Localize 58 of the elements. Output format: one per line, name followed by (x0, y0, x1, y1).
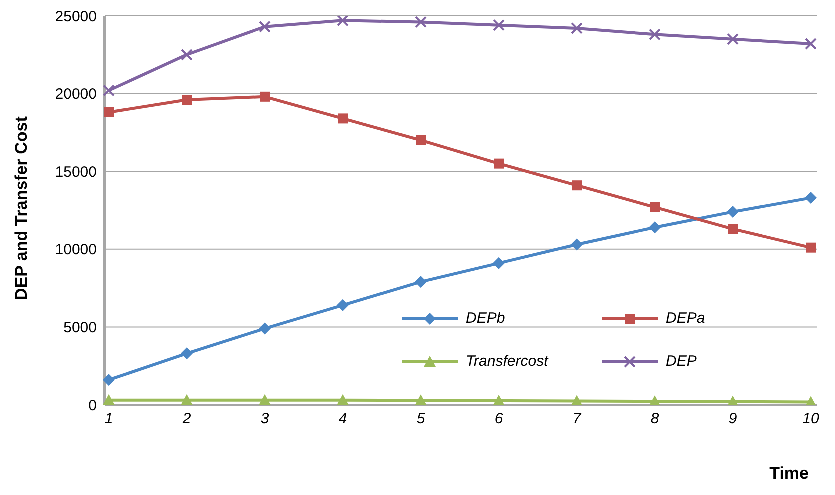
point (103, 84, 115, 97)
point (182, 95, 192, 106)
point (181, 394, 193, 405)
x-tick-label: 10 (802, 410, 820, 428)
point (415, 394, 427, 405)
point (727, 33, 739, 46)
x-tick-label: 4 (338, 410, 348, 428)
x-axis-title: Time (770, 464, 809, 483)
legend-label: Transfercost (466, 353, 548, 370)
point (337, 16, 349, 27)
point (728, 224, 738, 234)
y-axis-title: DEP and Transfer Cost (12, 116, 32, 300)
x-tick-label: 1 (104, 410, 114, 428)
point (493, 257, 505, 270)
point (103, 374, 115, 386)
point (649, 28, 661, 41)
point (104, 107, 114, 118)
y-tick-label: 20000 (55, 86, 97, 104)
point (572, 180, 582, 191)
point (571, 22, 583, 34)
point (571, 238, 583, 251)
point (338, 114, 348, 124)
x-tick-label: 7 (572, 410, 582, 428)
x-tick-label: 9 (728, 410, 738, 428)
point (416, 135, 426, 146)
y-tick-label: 0 (88, 397, 97, 414)
point (415, 276, 427, 288)
point (493, 394, 505, 405)
point (337, 299, 349, 312)
point (259, 322, 271, 335)
point (650, 202, 660, 212)
legend-label: DEP (666, 353, 697, 370)
x-tick-label: 5 (416, 410, 426, 428)
point (259, 20, 271, 33)
point (494, 158, 504, 169)
point (337, 394, 349, 405)
point (806, 242, 816, 253)
point (805, 192, 817, 204)
x-tick-label: 3 (260, 410, 270, 428)
x-tick-label: 2 (182, 410, 192, 428)
point (493, 19, 505, 32)
legend-label: DEPb (466, 310, 506, 327)
point (415, 16, 427, 28)
y-tick-label: 15000 (55, 164, 97, 181)
legend-label: DEPa (666, 310, 706, 327)
point (805, 38, 817, 50)
y-tick-label: 5000 (64, 320, 97, 337)
point (727, 206, 739, 218)
point (260, 92, 270, 102)
x-tick-label: 6 (494, 410, 504, 428)
point (259, 394, 271, 405)
x-tick-label: 8 (650, 410, 660, 428)
y-tick-label: 25000 (55, 8, 97, 26)
point (649, 222, 661, 234)
y-tick-label: 10000 (55, 242, 97, 259)
point (181, 48, 193, 61)
point (181, 348, 193, 360)
point (103, 394, 115, 405)
